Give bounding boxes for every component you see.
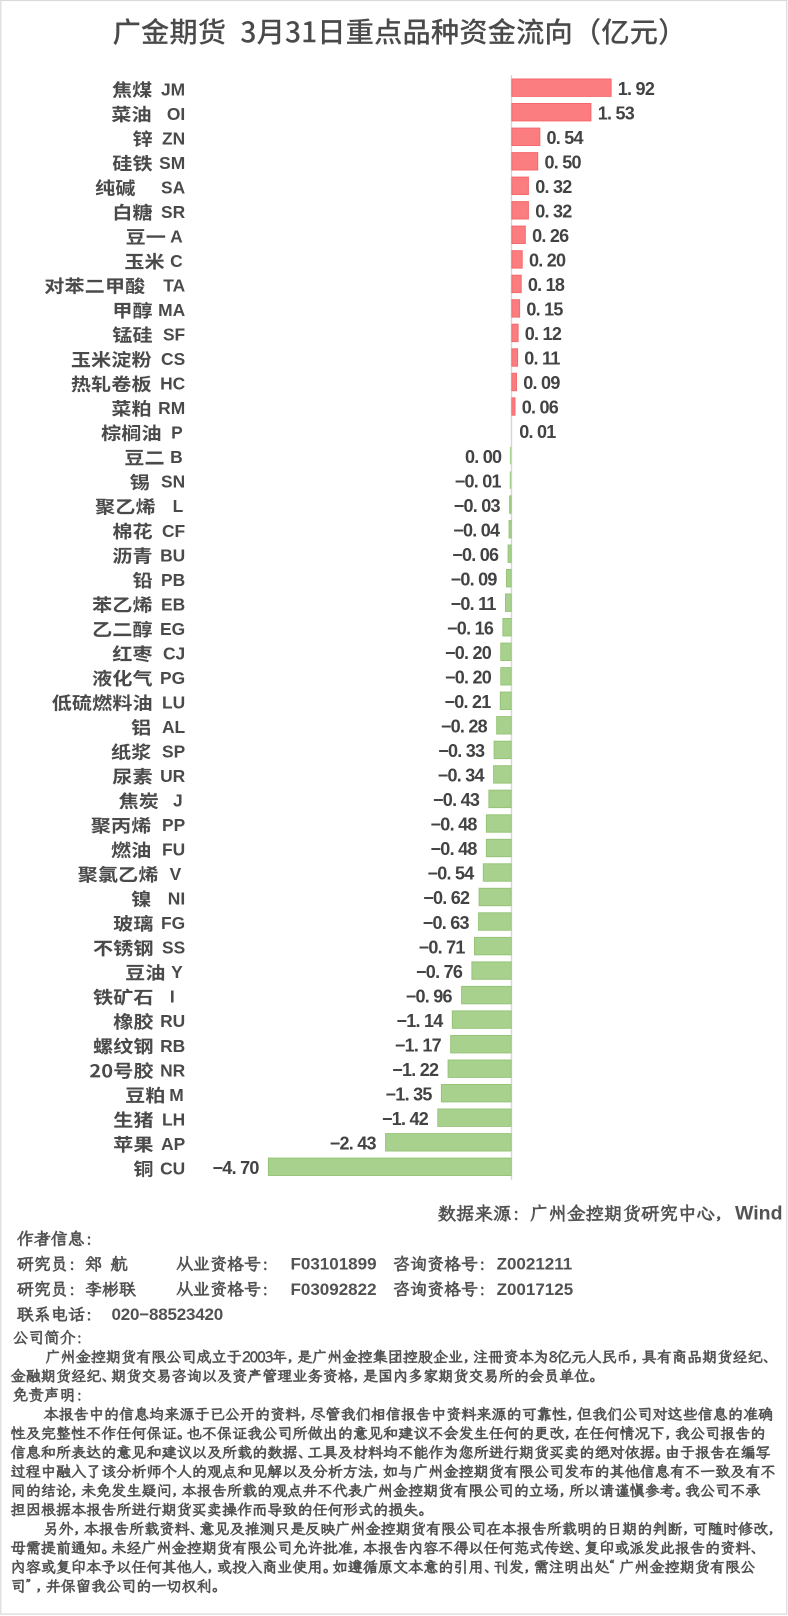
svg-text:−0. 06: −0. 06	[452, 545, 499, 565]
svg-text:−0. 62: −0. 62	[423, 888, 470, 908]
svg-text:AP: AP	[161, 1134, 185, 1154]
svg-text:0. 11: 0. 11	[524, 349, 560, 369]
svg-text:SN: SN	[161, 472, 185, 492]
svg-text:0. 54: 0. 54	[547, 128, 584, 148]
svg-text:LH: LH	[162, 1109, 185, 1129]
svg-text:SS: SS	[162, 938, 185, 958]
svg-text:020−88523420: 020−88523420	[112, 1305, 224, 1324]
svg-text:I: I	[170, 987, 175, 1007]
svg-text:0. 32: 0. 32	[535, 177, 572, 197]
svg-text:−0. 48: −0. 48	[431, 839, 478, 859]
svg-text:0. 18: 0. 18	[528, 275, 565, 295]
svg-text:−0. 71: −0. 71	[419, 937, 466, 957]
svg-text:SA: SA	[161, 177, 186, 197]
svg-text:ZN: ZN	[162, 128, 185, 148]
svg-text:0. 26: 0. 26	[532, 226, 569, 246]
svg-text:SR: SR	[161, 202, 186, 222]
svg-text:HC: HC	[160, 374, 186, 394]
svg-text:0. 50: 0. 50	[545, 153, 582, 173]
svg-text:TA: TA	[163, 276, 185, 296]
svg-text:EG: EG	[160, 619, 185, 639]
svg-text:−0. 54: −0. 54	[427, 864, 474, 884]
svg-text:−0. 09: −0. 09	[451, 569, 498, 589]
svg-text:SP: SP	[162, 742, 185, 762]
svg-text:−4. 70: −4. 70	[213, 1158, 260, 1178]
svg-text:CS: CS	[161, 349, 185, 369]
svg-text:−0. 21: −0. 21	[444, 692, 491, 712]
svg-text:RU: RU	[160, 1011, 185, 1031]
svg-text:0. 01: 0. 01	[519, 422, 556, 442]
svg-text:0. 15: 0. 15	[526, 300, 563, 320]
svg-text:Z0017125: Z0017125	[497, 1280, 574, 1299]
svg-text:M: M	[169, 1085, 184, 1105]
svg-text:−0. 63: −0. 63	[423, 913, 470, 933]
svg-text:−0. 16: −0. 16	[447, 619, 494, 639]
svg-text:−1. 22: −1. 22	[392, 1060, 439, 1080]
svg-text:−0. 20: −0. 20	[445, 668, 492, 688]
svg-text:−0. 11: −0. 11	[451, 594, 497, 614]
svg-text:FG: FG	[161, 913, 185, 933]
svg-text:A: A	[170, 226, 183, 246]
svg-text:P: P	[171, 423, 183, 443]
svg-text:1. 92: 1. 92	[618, 79, 655, 99]
svg-text:MA: MA	[158, 300, 185, 320]
svg-text:0. 20: 0. 20	[529, 251, 566, 271]
svg-text:0. 09: 0. 09	[523, 373, 560, 393]
svg-text:OI: OI	[167, 104, 185, 124]
svg-text:AL: AL	[162, 717, 186, 737]
svg-text:PP: PP	[162, 815, 185, 835]
svg-text:F03101899: F03101899	[291, 1255, 377, 1274]
svg-text:0. 06: 0. 06	[522, 398, 559, 418]
svg-text:SF: SF	[163, 325, 185, 345]
svg-text:−1. 42: −1. 42	[382, 1109, 429, 1129]
svg-text:B: B	[170, 447, 183, 467]
svg-text:−0. 48: −0. 48	[431, 815, 478, 835]
svg-text:LU: LU	[162, 692, 185, 712]
svg-text:−0. 43: −0. 43	[433, 790, 480, 810]
svg-text:L: L	[173, 496, 184, 516]
svg-text:CU: CU	[160, 1158, 185, 1178]
svg-text:−0. 03: −0. 03	[454, 496, 501, 516]
svg-text:0. 00: 0. 00	[465, 447, 502, 467]
svg-text:−0. 76: −0. 76	[416, 962, 463, 982]
svg-text:RM: RM	[158, 398, 185, 418]
svg-text:−1. 14: −1. 14	[396, 1011, 443, 1031]
svg-text:0. 12: 0. 12	[525, 324, 562, 344]
svg-text:−0. 20: −0. 20	[445, 643, 492, 663]
svg-text:J: J	[173, 791, 183, 811]
svg-text:NR: NR	[160, 1060, 186, 1080]
svg-text:−0. 33: −0. 33	[438, 741, 485, 761]
svg-text:CJ: CJ	[163, 643, 185, 663]
svg-text:−0. 04: −0. 04	[453, 520, 500, 540]
svg-text:1. 53: 1. 53	[598, 103, 635, 123]
svg-text:−2. 43: −2. 43	[330, 1134, 377, 1154]
svg-text:Y: Y	[171, 962, 183, 982]
svg-text:JM: JM	[161, 79, 185, 99]
svg-text:−1. 35: −1. 35	[386, 1084, 433, 1104]
svg-text:BU: BU	[160, 545, 185, 565]
svg-text:Wind: Wind	[735, 1203, 782, 1225]
svg-text:Z0021211: Z0021211	[497, 1255, 573, 1274]
svg-text:F03092822: F03092822	[291, 1280, 377, 1299]
svg-text:PB: PB	[161, 570, 185, 590]
svg-text:UR: UR	[160, 766, 186, 786]
svg-text:0. 32: 0. 32	[535, 202, 572, 222]
svg-text:CF: CF	[162, 521, 185, 541]
svg-text:EB: EB	[161, 594, 185, 614]
svg-text:FU: FU	[162, 840, 185, 860]
svg-text:−0. 34: −0. 34	[438, 766, 485, 786]
svg-text:−0. 96: −0. 96	[406, 986, 453, 1006]
svg-text:C: C	[170, 251, 183, 271]
svg-text:PG: PG	[160, 668, 185, 688]
svg-text:−1. 17: −1. 17	[395, 1035, 442, 1055]
svg-text:−0. 28: −0. 28	[441, 717, 488, 737]
svg-text:RB: RB	[160, 1036, 185, 1056]
svg-text:NI: NI	[168, 889, 185, 909]
svg-text:−0. 01: −0. 01	[455, 471, 502, 491]
svg-text:V: V	[170, 864, 182, 884]
svg-text:SM: SM	[159, 153, 185, 173]
